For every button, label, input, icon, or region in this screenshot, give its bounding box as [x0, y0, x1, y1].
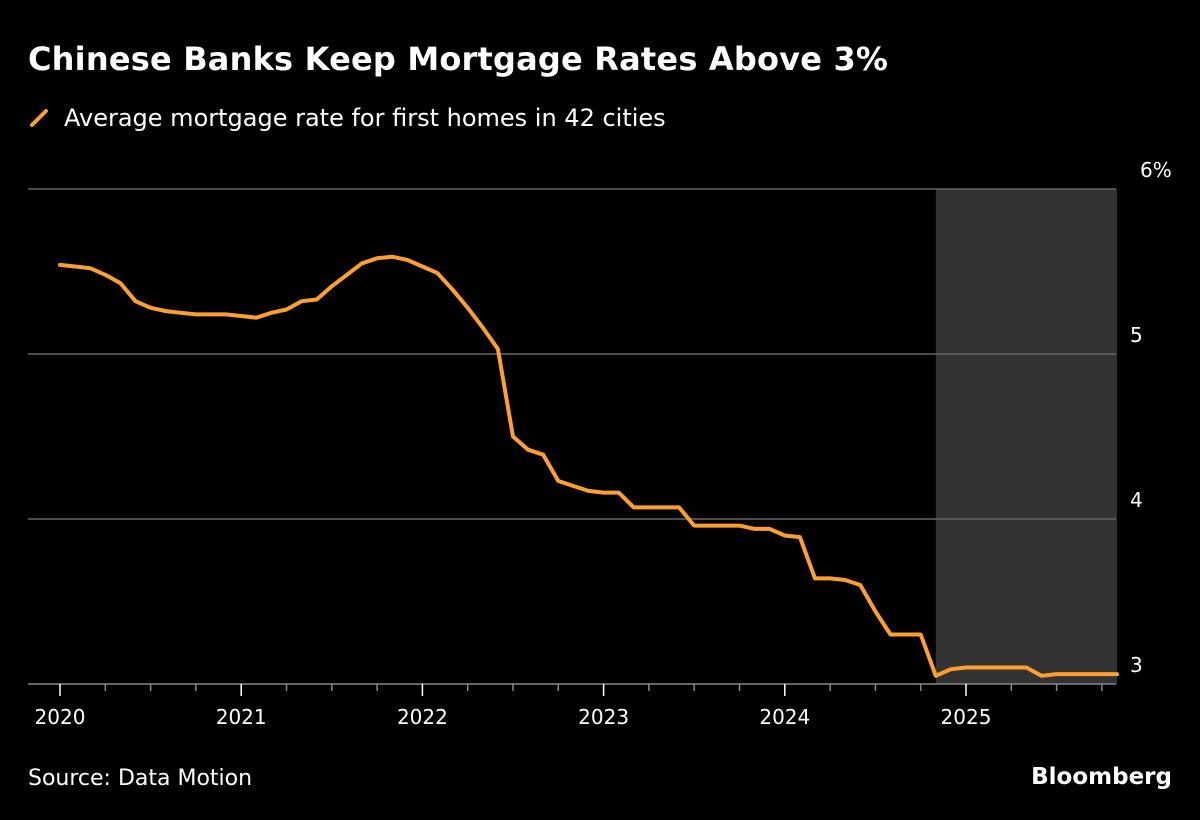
series-line-mortgage-rate — [58, 254, 1119, 678]
x-tick-label: 2022 — [397, 705, 448, 729]
chart-title: Chinese Banks Keep Mortgage Rates Above … — [28, 40, 889, 78]
x-tick-label: 2023 — [578, 705, 629, 729]
x-tick-label: 2025 — [941, 705, 992, 729]
y-tick-label: 6% — [1140, 158, 1172, 182]
shaded-period — [935, 189, 1117, 684]
y-tick-label: 4 — [1130, 488, 1143, 512]
x-tick-label: 2020 — [35, 705, 86, 729]
legend: Average mortgage rate for first homes in… — [28, 104, 666, 132]
legend-swatch-icon — [30, 109, 48, 127]
x-tick-label: 2024 — [759, 705, 810, 729]
bloomberg-logo: Bloomberg — [1031, 764, 1172, 790]
source-note: Source: Data Motion — [28, 766, 253, 791]
y-tick-label: 3 — [1130, 653, 1143, 677]
legend-label: Average mortgage rate for first homes in… — [64, 104, 666, 132]
x-tick-label: 2021 — [216, 705, 267, 729]
y-tick-label: 5 — [1130, 323, 1143, 347]
